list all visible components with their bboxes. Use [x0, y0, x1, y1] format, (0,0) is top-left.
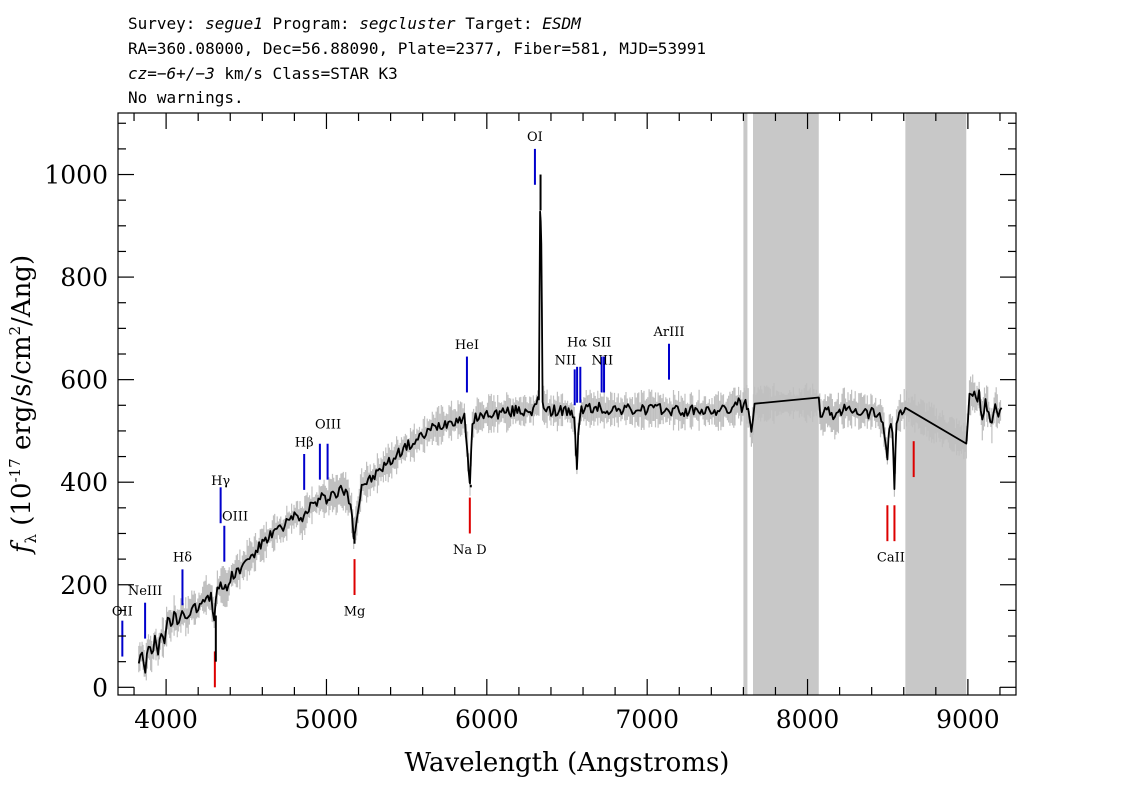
emission-label-4: OIII — [222, 510, 248, 525]
y-tick-label-600: 600 — [60, 366, 108, 395]
y-tick-label-1000: 1000 — [44, 161, 108, 190]
y-axis-title: fλ (10-17 erg/s/cm2/Ang) — [6, 255, 40, 555]
x-axis-title: Wavelength (Angstroms) — [405, 748, 730, 778]
plot-frame — [117, 112, 1017, 696]
emission-label-2: Hδ — [173, 551, 192, 566]
x-tick-label-7000: 7000 — [615, 705, 679, 734]
cz-value: =−6+/−3 — [147, 64, 215, 83]
x-tick-label-8000: 8000 — [776, 705, 840, 734]
masked-region-2 — [905, 113, 967, 695]
emission-label-15: ArIII — [652, 325, 684, 340]
x-tick-label-6000: 6000 — [455, 705, 519, 734]
spectrum — [137, 174, 1003, 674]
x-tick-label-5000: 5000 — [295, 705, 359, 734]
line-markers — [121, 148, 915, 688]
header-line-2: RA=360.08000, Dec=56.88090, Plate=2377, … — [128, 39, 706, 58]
emission-label-0: OII — [112, 605, 133, 620]
target-value: ESDM — [542, 14, 581, 33]
emission-label-11: Hα — [567, 335, 587, 350]
axis-ticks: 4000 5000 6000 7000 8000 9000 0 200 400 600 800 100… — [44, 113, 1016, 734]
header-warnings: No warnings. — [128, 88, 244, 107]
y-tick-label-800: 800 — [60, 263, 108, 292]
absorption-label-1: Mg — [344, 605, 366, 620]
emission-label-13: SII — [592, 335, 611, 350]
y-tick-label-0: 0 — [92, 673, 108, 702]
emission-label-12: NII — [591, 353, 613, 368]
header-line-3: cz=−6+/−3 km/s Class=STAR K3 — [128, 64, 398, 83]
emission-label-10: NII — [555, 353, 577, 368]
x-tick-label-4000: 4000 — [134, 705, 198, 734]
emission-label-1: NeIII — [128, 584, 162, 599]
emission-label-9: OI — [527, 130, 543, 145]
line-labels: OIINeIIIHδHγOIIIHβOIIIHeIOINIIHαNIISIIAr… — [112, 130, 905, 619]
survey-value: segue1 — [205, 14, 263, 33]
error-band-path — [138, 191, 1002, 681]
emission-label-6: OIII — [315, 417, 341, 432]
absorption-label-2: Na D — [453, 543, 487, 558]
x-tick-label-9000: 9000 — [936, 705, 1000, 734]
y-tick-label-200: 200 — [60, 571, 108, 600]
header-line-1: Survey: segue1 Program: segcluster Targe… — [128, 14, 581, 33]
spectrum-line — [137, 210, 1003, 674]
emission-label-5: Hβ — [295, 435, 314, 450]
absorption-label-3: CaII — [877, 551, 905, 566]
program-value: segcluster — [359, 14, 456, 33]
emission-label-8: HeI — [455, 338, 479, 353]
y-tick-label-400: 400 — [60, 468, 108, 497]
emission-label-3: Hγ — [211, 474, 230, 489]
error-band — [138, 191, 1002, 681]
